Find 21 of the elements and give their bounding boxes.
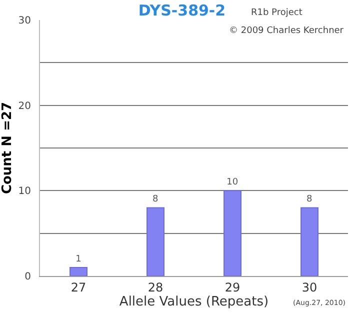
data-label: 8: [152, 194, 158, 205]
bar: [70, 266, 88, 276]
bar: [146, 207, 164, 276]
text: R1b Project: [251, 8, 303, 18]
bar: [224, 190, 242, 276]
x-tick-label: 28: [148, 280, 164, 294]
annotation: © 2009 Charles Kerchner: [229, 26, 344, 36]
x-tick-label: 27: [70, 280, 86, 294]
x-tick-label: 30: [302, 280, 318, 294]
y-tick-label: 0: [24, 272, 31, 282]
chart-title: DYS-389-2: [138, 1, 226, 20]
x-tick-label: 29: [224, 280, 240, 294]
y-tick-label: 20: [18, 100, 31, 112]
data-label: 10: [226, 178, 238, 188]
bar: [300, 207, 318, 276]
y-axis-title: Count N =27: [0, 102, 15, 194]
data-label: 1: [76, 254, 82, 264]
x-axis-title: Allele Values (Repeats): [119, 294, 269, 310]
y-tick-label: 30: [18, 16, 31, 26]
data-label: 8: [306, 194, 312, 205]
y-tick-label: 10: [18, 186, 31, 198]
